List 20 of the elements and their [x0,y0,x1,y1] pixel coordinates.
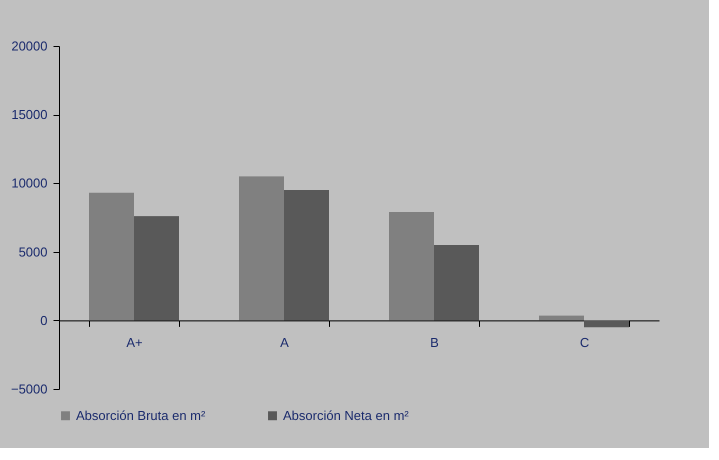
y-tick-label: 20000 [11,38,48,54]
x-tick-label: B [430,334,439,350]
y-tick-label: −5000 [10,382,48,396]
y-tick-label: 0 [40,312,48,328]
x-tick-label: C [580,334,590,350]
x-tick-label: A+ [126,334,143,350]
bar [584,320,629,328]
bar [284,190,329,320]
y-tick-label: 15000 [11,107,48,122]
bar [539,316,584,320]
y-tick-label: 10000 [11,176,48,191]
legend-label: Absorción Neta en m² [283,408,410,423]
bar [239,176,284,320]
bar [134,216,179,320]
bar [434,244,479,320]
x-tick-label: A [280,334,290,350]
y-tick-label: 5000 [18,244,48,260]
bar [389,212,434,320]
legend-label: Absorción Bruta en m² [76,408,206,423]
bar [89,192,134,320]
